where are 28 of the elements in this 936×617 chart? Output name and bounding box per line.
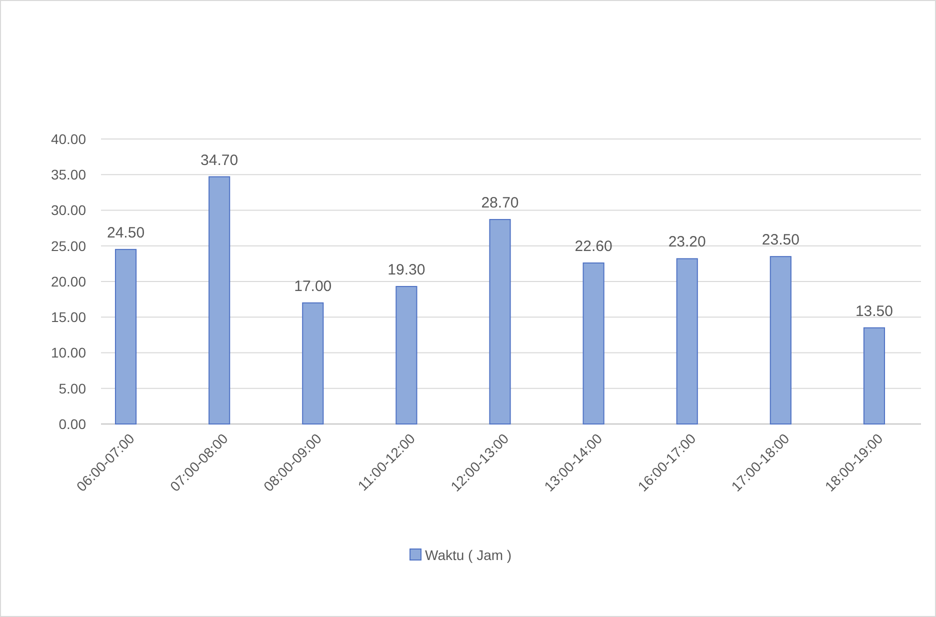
text: 19.30 [388,261,426,278]
bar [863,327,886,424]
legend-label: Waktu ( Jam ) [425,546,512,563]
text: 24.50 [107,224,145,242]
bar [582,262,604,424]
bar [114,248,137,424]
y-tick-label: 10.00 [50,344,86,361]
y-tick-label: 30.00 [50,202,86,218]
bar [208,176,230,424]
text: 13.50 [855,302,893,320]
text: 17.00 [294,278,332,295]
bar [302,302,324,424]
bar [489,219,511,424]
y-tick-label: 5.00 [58,380,86,396]
y-tick-label: 25.00 [50,238,86,254]
bar [770,256,792,424]
bar [396,286,418,424]
y-tick-label: 15.00 [50,309,86,326]
text: 22.60 [574,238,612,255]
y-tick-label: 35.00 [50,166,86,183]
text: 23.50 [762,232,800,249]
text: 34.70 [200,152,238,169]
y-tick-label: 40.00 [50,130,86,147]
text: 28.70 [481,194,519,212]
bar [676,258,698,424]
text: 23.20 [668,234,706,251]
y-tick-label: 0.00 [58,416,86,432]
y-tick-label: 20.00 [50,273,86,290]
